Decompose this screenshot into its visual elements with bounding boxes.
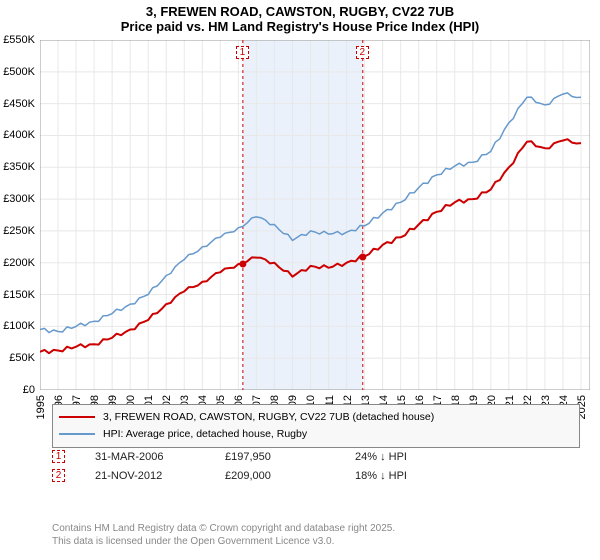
annotation-delta: 18% ↓ HPI bbox=[355, 470, 455, 482]
annotation-marker: 2 bbox=[52, 469, 65, 482]
annotation-delta: 24% ↓ HPI bbox=[355, 451, 455, 463]
y-tick-label: £50K bbox=[9, 352, 35, 364]
legend-box: 3, FREWEN ROAD, CAWSTON, RUGBY, CV22 7UB… bbox=[52, 404, 580, 448]
legend-swatch bbox=[59, 416, 95, 418]
annotation-row: 1 31-MAR-2006 £197,950 24% ↓ HPI bbox=[40, 450, 580, 463]
chart-area: £0£50K£100K£150K£200K£250K£300K£350K£400… bbox=[40, 40, 590, 390]
chart-svg bbox=[40, 40, 590, 390]
legend-swatch bbox=[59, 433, 95, 435]
annotation-marker: 1 bbox=[52, 450, 65, 463]
legend-row: HPI: Average price, detached house, Rugb… bbox=[59, 426, 573, 443]
annotation-date: 31-MAR-2006 bbox=[95, 451, 195, 463]
chart-marker-2: 2 bbox=[356, 46, 369, 59]
annotation-date: 21-NOV-2012 bbox=[95, 470, 195, 482]
y-tick-label: £350K bbox=[3, 161, 35, 173]
y-tick-label: £100K bbox=[3, 320, 35, 332]
y-tick-label: £550K bbox=[3, 34, 35, 46]
y-tick-label: £250K bbox=[3, 225, 35, 237]
chart-title-block: 3, FREWEN ROAD, CAWSTON, RUGBY, CV22 7UB… bbox=[0, 0, 600, 34]
y-tick-label: £300K bbox=[3, 193, 35, 205]
title-line-2: Price paid vs. HM Land Registry's House … bbox=[0, 19, 600, 34]
annotation-rows: 1 31-MAR-2006 £197,950 24% ↓ HPI 2 21-NOV-201… bbox=[40, 450, 580, 488]
footer-line-1: Contains HM Land Registry data © Crown c… bbox=[52, 522, 395, 535]
legend-label: 3, FREWEN ROAD, CAWSTON, RUGBY, CV22 7UB… bbox=[103, 409, 434, 426]
footer-attribution: Contains HM Land Registry data © Crown c… bbox=[52, 522, 395, 548]
annotation-price: £197,950 bbox=[225, 451, 325, 463]
y-tick-label: £0 bbox=[23, 384, 35, 396]
y-tick-label: £400K bbox=[3, 129, 35, 141]
footer-line-2: This data is licensed under the Open Gov… bbox=[52, 535, 395, 548]
y-tick-label: £150K bbox=[3, 289, 35, 301]
x-tick-label: 1995 bbox=[35, 395, 47, 419]
legend-label: HPI: Average price, detached house, Rugb… bbox=[103, 426, 307, 443]
legend-row: 3, FREWEN ROAD, CAWSTON, RUGBY, CV22 7UB… bbox=[59, 409, 573, 426]
title-line-1: 3, FREWEN ROAD, CAWSTON, RUGBY, CV22 7UB bbox=[0, 4, 600, 19]
annotation-row: 2 21-NOV-2012 £209,000 18% ↓ HPI bbox=[40, 469, 580, 482]
y-tick-label: £200K bbox=[3, 257, 35, 269]
y-tick-label: £500K bbox=[3, 66, 35, 78]
annotation-price: £209,000 bbox=[225, 470, 325, 482]
chart-marker-1: 1 bbox=[236, 46, 249, 59]
y-tick-label: £450K bbox=[3, 98, 35, 110]
